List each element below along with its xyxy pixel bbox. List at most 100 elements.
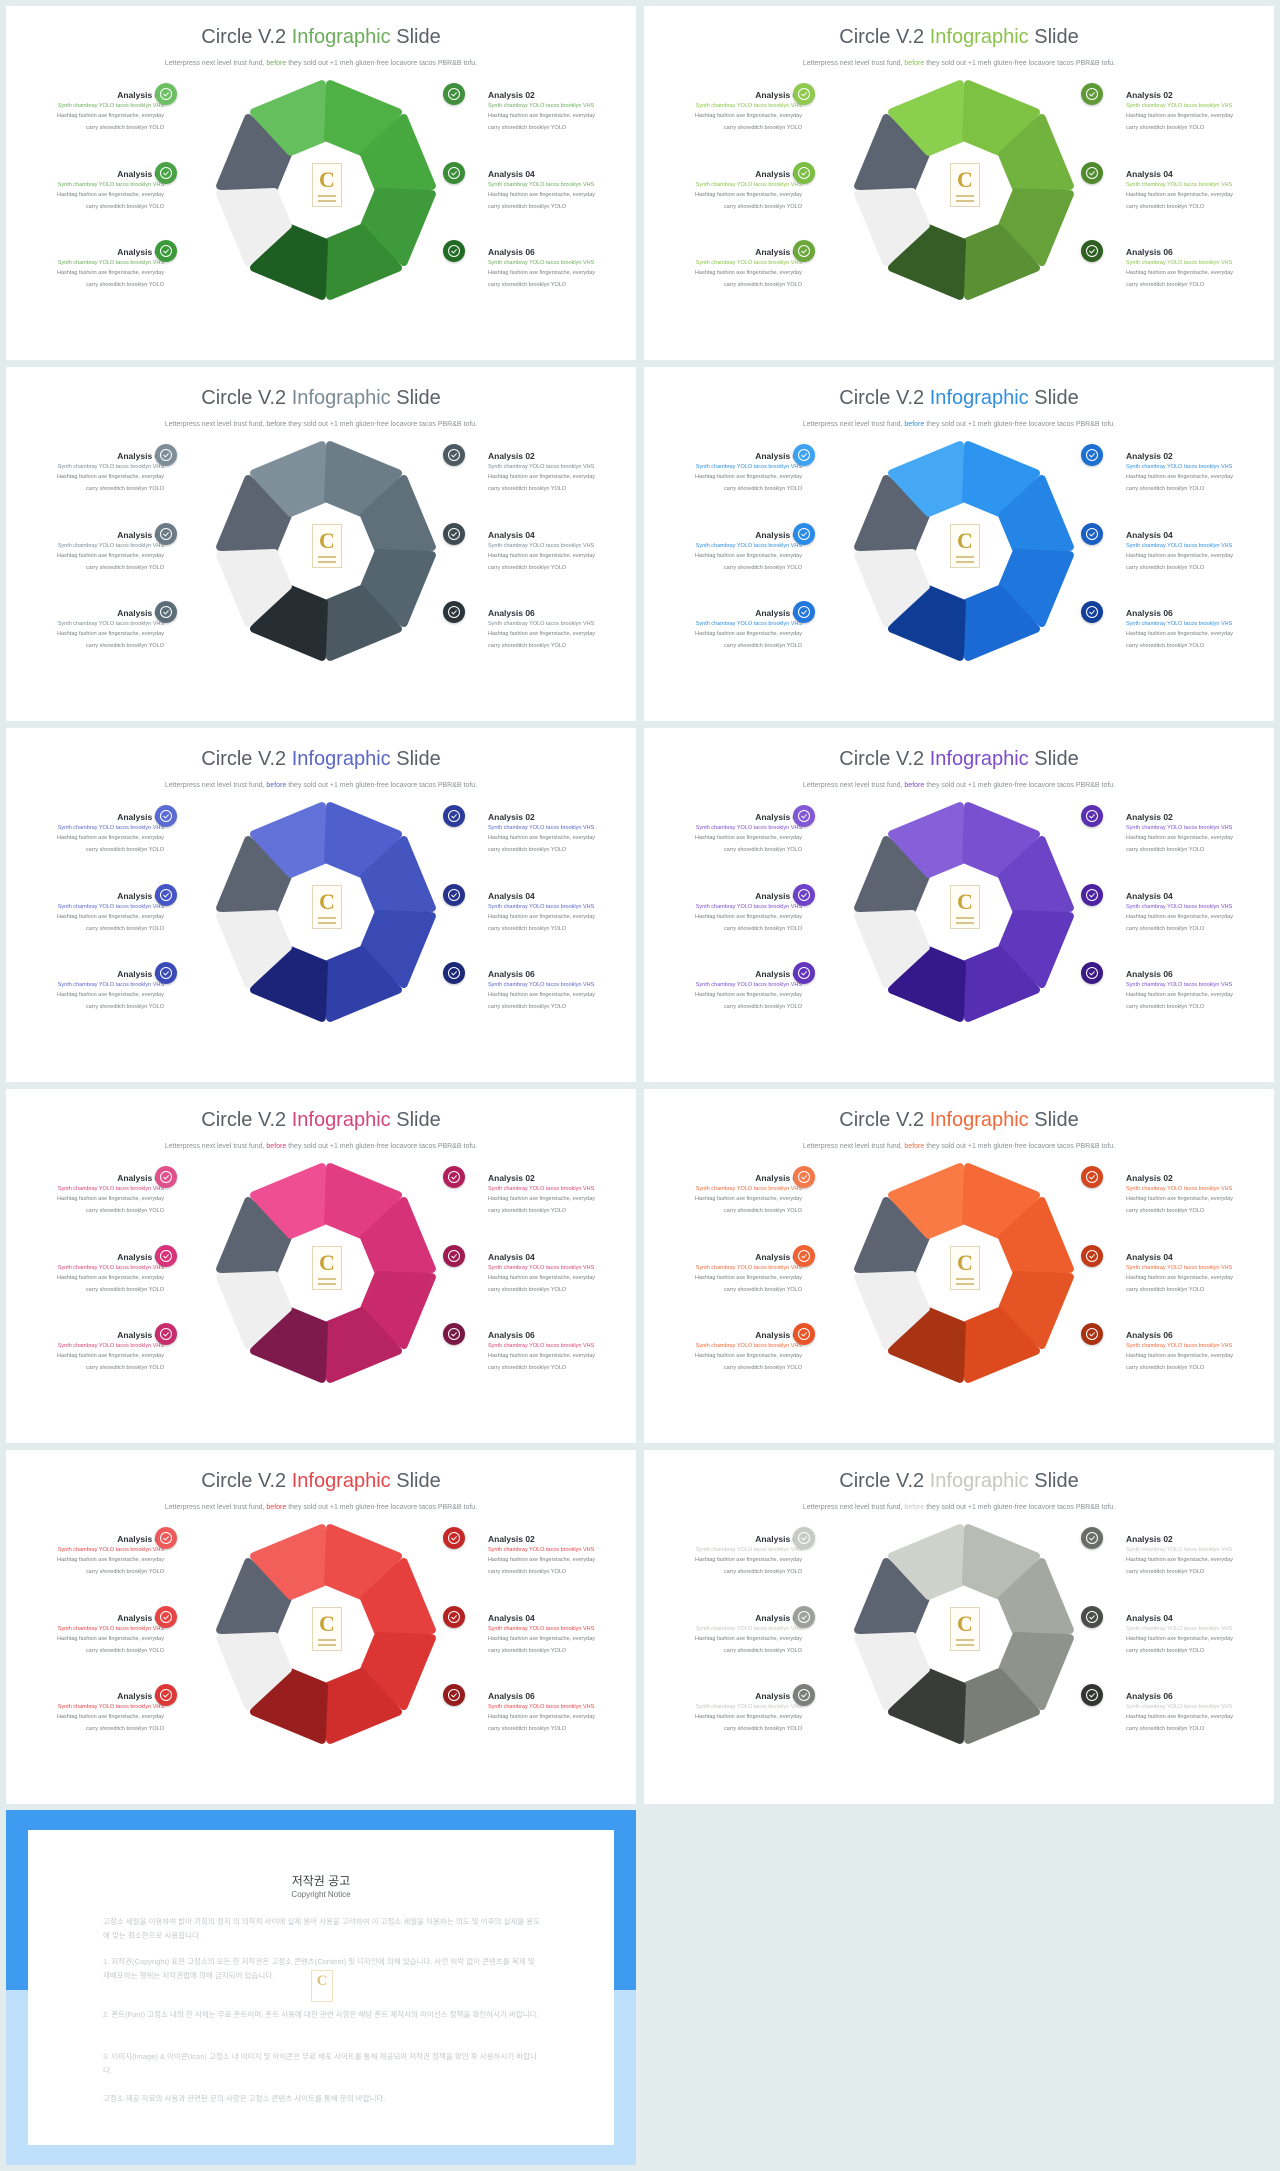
ring-segment bbox=[324, 1524, 402, 1600]
subtitle-accent: before bbox=[266, 60, 287, 67]
analysis-body: carry shoreditch brooklyn YOLO bbox=[85, 486, 164, 492]
check-icon bbox=[1086, 1532, 1098, 1544]
subtitle-text: they sold out +1 meh gluten-free locavor… bbox=[288, 1504, 478, 1511]
check-icon bbox=[160, 449, 172, 461]
subtitle-text: Letterpress next level trust fund, bbox=[164, 1143, 265, 1150]
analysis-body: Hashtag fashion axe fingerstache, everyd… bbox=[1126, 1196, 1234, 1202]
subtitle-text: they sold out +1 meh gluten-free locavor… bbox=[926, 782, 1116, 789]
analysis-highlight: Synth chambray YOLO tacos brooklyn VHS bbox=[1126, 1547, 1233, 1553]
logo-letter: C bbox=[957, 528, 973, 553]
analysis-highlight: Synth chambray YOLO tacos brooklyn VHS bbox=[57, 982, 164, 988]
analysis-title: Analysis 03 bbox=[755, 169, 802, 179]
analysis-title: Analysis 04 bbox=[1126, 169, 1173, 179]
analysis-title: Analysis 04 bbox=[488, 530, 535, 540]
analysis-highlight: Synth chambray YOLO tacos brooklyn VHS bbox=[488, 1343, 595, 1349]
check-badge-icon bbox=[793, 240, 815, 262]
title-part: Circle V.2 bbox=[839, 1470, 925, 1492]
analysis-block: Analysis 03 Synth chambray YOLO tacos bro… bbox=[44, 891, 164, 935]
check-badge-icon bbox=[443, 1527, 465, 1549]
analysis-highlight: Synth chambray YOLO tacos brooklyn VHS bbox=[695, 825, 802, 831]
analysis-title: Analysis 04 bbox=[488, 1252, 535, 1262]
analysis-title: Analysis 01 bbox=[117, 812, 164, 822]
logo-letter: C bbox=[319, 528, 335, 553]
title-accent: Infographic bbox=[929, 387, 1029, 409]
analysis-body: carry shoreditch brooklyn YOLO bbox=[488, 125, 567, 131]
check-icon bbox=[798, 1689, 810, 1701]
ring-segment bbox=[854, 910, 930, 988]
title-part: Slide bbox=[396, 387, 441, 409]
check-icon bbox=[160, 1611, 172, 1623]
check-badge-icon bbox=[1081, 962, 1103, 984]
check-badge-icon bbox=[1081, 444, 1103, 466]
logo-line bbox=[956, 1644, 974, 1646]
analysis-body: carry shoreditch brooklyn YOLO bbox=[723, 204, 802, 210]
ring-segment bbox=[888, 1524, 966, 1600]
analysis-title: Analysis 05 bbox=[755, 1691, 802, 1701]
title-part: Slide bbox=[396, 748, 441, 770]
subtitle-accent: before bbox=[904, 1143, 925, 1150]
logo-line bbox=[318, 561, 336, 563]
logo-line bbox=[956, 917, 974, 919]
analysis-body: carry shoreditch brooklyn YOLO bbox=[85, 1208, 164, 1214]
ring-segment bbox=[854, 188, 930, 266]
analysis-block: Analysis 04 Synth chambray YOLO tacos bro… bbox=[1126, 169, 1246, 213]
analysis-body: Hashtag fashion axe fingerstache, everyd… bbox=[488, 1196, 596, 1202]
analysis-block: Analysis 02 Synth chambray YOLO tacos bro… bbox=[488, 90, 608, 134]
analysis-title: Analysis 02 bbox=[488, 1173, 535, 1183]
infographic-slide: Circle V.2 Infographic Slide Letterpress … bbox=[644, 1089, 1274, 1443]
analysis-block: Analysis 05 Synth chambray YOLO tacos bro… bbox=[682, 1691, 802, 1735]
infographic-slide: Circle V.2 Infographic Slide Letterpress … bbox=[6, 728, 636, 1082]
analysis-title: Analysis 03 bbox=[755, 891, 802, 901]
analysis-highlight: Synth chambray YOLO tacos brooklyn VHS bbox=[488, 825, 595, 831]
logo-line bbox=[956, 200, 974, 202]
analysis-block: Analysis 02 Synth chambray YOLO tacos bro… bbox=[1126, 812, 1246, 856]
analysis-highlight: Synth chambray YOLO tacos brooklyn VHS bbox=[57, 1186, 164, 1192]
logo-line bbox=[318, 200, 336, 202]
check-icon bbox=[1086, 528, 1098, 540]
slide-title: Circle V.2 Infographic Slide bbox=[6, 1109, 636, 1132]
analysis-body: Hashtag fashion axe fingerstache, everyd… bbox=[56, 1275, 164, 1281]
analysis-block: Analysis 03 Synth chambray YOLO tacos bro… bbox=[682, 169, 802, 213]
analysis-highlight: Synth chambray YOLO tacos brooklyn VHS bbox=[488, 464, 595, 470]
analysis-body: carry shoreditch brooklyn YOLO bbox=[1126, 1287, 1205, 1293]
analysis-title: Analysis 02 bbox=[1126, 451, 1173, 461]
ring-segment bbox=[998, 1632, 1074, 1710]
check-badge-icon bbox=[443, 1684, 465, 1706]
center-logo: C bbox=[950, 524, 980, 568]
check-badge-icon bbox=[1081, 240, 1103, 262]
analysis-highlight: Synth chambray YOLO tacos brooklyn VHS bbox=[57, 825, 164, 831]
check-icon bbox=[1086, 88, 1098, 100]
check-badge-icon bbox=[1081, 1245, 1103, 1267]
logo-line bbox=[956, 1283, 974, 1285]
analysis-highlight: Synth chambray YOLO tacos brooklyn VHS bbox=[695, 1186, 802, 1192]
ring-segment bbox=[998, 549, 1074, 627]
ring-segment bbox=[360, 1558, 436, 1636]
slide-title: Circle V.2 Infographic Slide bbox=[644, 1470, 1274, 1493]
ring-segment bbox=[360, 836, 436, 914]
analysis-highlight: Synth chambray YOLO tacos brooklyn VHS bbox=[695, 1704, 802, 1710]
analysis-body: carry shoreditch brooklyn YOLO bbox=[1126, 926, 1205, 932]
check-icon bbox=[798, 528, 810, 540]
logo-letter: C bbox=[319, 1611, 335, 1636]
segment-ring bbox=[216, 1524, 436, 1744]
check-icon bbox=[448, 245, 460, 257]
analysis-block: Analysis 03 Synth chambray YOLO tacos bro… bbox=[682, 530, 802, 574]
title-part: Circle V.2 bbox=[839, 748, 925, 770]
infographic-slide: Circle V.2 Infographic Slide Letterpress … bbox=[644, 1450, 1274, 1804]
analysis-body: Hashtag fashion axe fingerstache, everyd… bbox=[56, 192, 164, 198]
analysis-block: Analysis 04 Synth chambray YOLO tacos bro… bbox=[488, 1613, 608, 1657]
check-icon bbox=[448, 449, 460, 461]
ring-segment bbox=[250, 802, 328, 878]
analysis-title: Analysis 06 bbox=[488, 247, 535, 257]
analysis-body: carry shoreditch brooklyn YOLO bbox=[1126, 282, 1205, 288]
analysis-highlight: Synth chambray YOLO tacos brooklyn VHS bbox=[695, 1265, 802, 1271]
analysis-body: carry shoreditch brooklyn YOLO bbox=[85, 1365, 164, 1371]
subtitle-text: they sold out +1 meh gluten-free locavor… bbox=[288, 60, 478, 67]
slide-subtitle: Letterpress next level trust fund, befor… bbox=[6, 782, 636, 789]
analysis-title: Analysis 06 bbox=[488, 1691, 535, 1701]
analysis-body: Hashtag fashion axe fingerstache, everyd… bbox=[488, 1557, 596, 1563]
analysis-highlight: Synth chambray YOLO tacos brooklyn VHS bbox=[695, 904, 802, 910]
analysis-body: Hashtag fashion axe fingerstache, everyd… bbox=[694, 270, 802, 276]
ring-segment bbox=[888, 946, 966, 1022]
analysis-highlight: Synth chambray YOLO tacos brooklyn VHS bbox=[1126, 904, 1233, 910]
